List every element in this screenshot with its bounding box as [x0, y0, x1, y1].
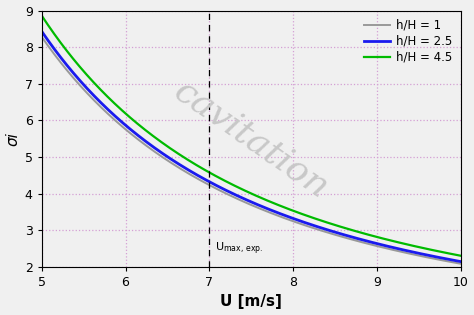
- h/H = 1: [113, 119, 118, 123]
- h/H = 4.5: [319, 219, 324, 222]
- h/H = 2.5: [228, 191, 234, 195]
- h/H = 4.5: [39, 14, 45, 18]
- Line: h/H = 4.5: h/H = 4.5: [42, 16, 461, 256]
- h/H = 2.5: [146, 142, 152, 146]
- h/H = 1: [458, 262, 464, 266]
- Text: U$_{\rm max,\,exp.}$: U$_{\rm max,\,exp.}$: [215, 240, 264, 257]
- h/H = 1: [319, 229, 324, 232]
- h/H = 4.5: [354, 230, 360, 233]
- Legend: h/H = 1, h/H = 2.5, h/H = 4.5: h/H = 1, h/H = 2.5, h/H = 4.5: [362, 16, 455, 66]
- h/H = 4.5: [458, 254, 464, 258]
- h/H = 2.5: [113, 115, 118, 119]
- X-axis label: U [m/s]: U [m/s]: [220, 295, 282, 309]
- h/H = 4.5: [228, 182, 234, 186]
- Line: h/H = 1: h/H = 1: [42, 37, 461, 264]
- h/H = 1: [354, 239, 360, 243]
- h/H = 2.5: [319, 226, 324, 230]
- Y-axis label: σi: σi: [6, 132, 20, 146]
- h/H = 4.5: [113, 103, 118, 106]
- h/H = 1: [39, 35, 45, 39]
- Line: h/H = 2.5: h/H = 2.5: [42, 32, 461, 261]
- h/H = 1: [286, 218, 292, 221]
- h/H = 1: [228, 194, 234, 198]
- h/H = 2.5: [354, 237, 360, 240]
- h/H = 1: [146, 146, 152, 150]
- h/H = 2.5: [286, 215, 292, 219]
- h/H = 2.5: [458, 260, 464, 263]
- h/H = 4.5: [146, 131, 152, 135]
- h/H = 2.5: [39, 30, 45, 33]
- Text: cavitation: cavitation: [167, 73, 335, 204]
- h/H = 4.5: [286, 207, 292, 211]
